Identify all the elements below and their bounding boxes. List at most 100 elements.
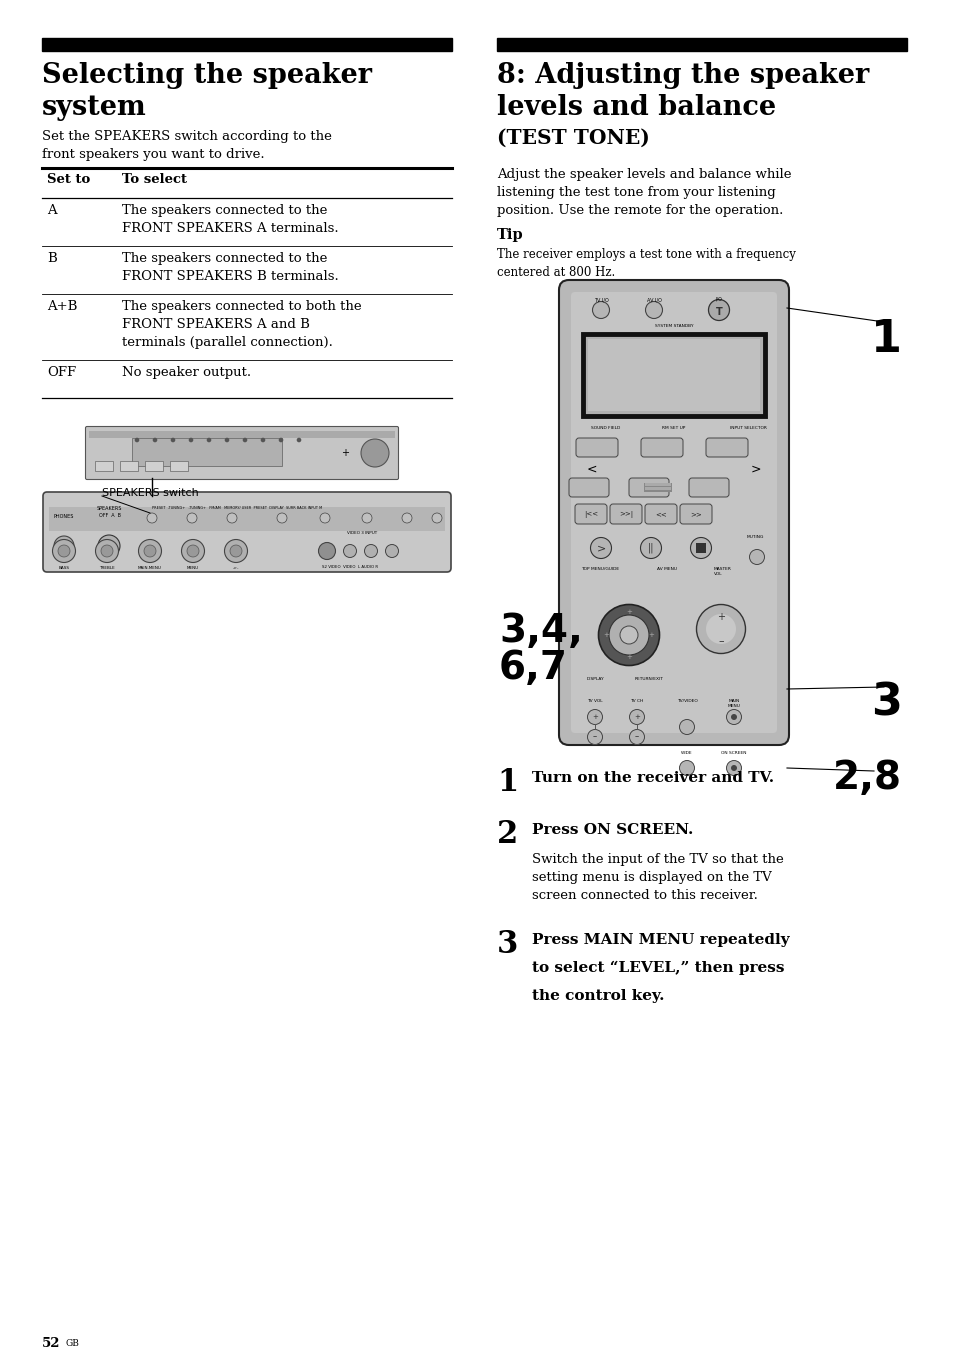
Circle shape [730, 714, 737, 721]
Bar [497, 38, 906, 51]
FancyBboxPatch shape [43, 492, 451, 572]
Text: the control key.: the control key. [532, 990, 664, 1003]
Text: S2 VIDEO  VIDEO  L AUDIO R: S2 VIDEO VIDEO L AUDIO R [322, 565, 377, 568]
Text: ->-: ->- [233, 565, 239, 569]
Circle shape [230, 545, 242, 557]
Text: T: T [715, 307, 721, 316]
Circle shape [279, 438, 282, 442]
Text: Turn on the receiver and TV.: Turn on the receiver and TV. [532, 771, 773, 786]
Text: >: > [750, 462, 760, 476]
Circle shape [590, 538, 611, 558]
Text: (TEST TONE): (TEST TONE) [497, 128, 649, 147]
Circle shape [224, 539, 247, 562]
Text: SYSTEM STANDBY: SYSTEM STANDBY [654, 324, 693, 329]
Text: AV MENU: AV MENU [657, 566, 677, 571]
Circle shape [135, 438, 138, 442]
Text: >>|: >>| [618, 511, 633, 518]
Text: <<: << [655, 511, 666, 516]
FancyBboxPatch shape [688, 479, 728, 498]
Circle shape [207, 438, 211, 442]
Text: GB: GB [66, 1338, 80, 1348]
Circle shape [104, 541, 113, 552]
Text: >: > [596, 544, 605, 553]
Circle shape [98, 535, 120, 557]
Text: listening the test tone from your listening: listening the test tone from your listen… [497, 187, 775, 199]
Bar [42, 38, 452, 51]
Circle shape [679, 760, 694, 776]
Text: No speaker output.: No speaker output. [122, 366, 251, 379]
Text: The speakers connected to the: The speakers connected to the [122, 204, 327, 218]
Text: <: < [586, 462, 597, 476]
Text: MAIN.MENU: MAIN.MENU [138, 565, 162, 569]
Text: To select: To select [122, 173, 187, 187]
Text: 1: 1 [870, 318, 901, 361]
Bar [696, 544, 705, 553]
Text: TV VOL: TV VOL [587, 699, 602, 703]
Circle shape [696, 604, 744, 653]
Text: TREBLE: TREBLE [99, 565, 114, 569]
Circle shape [385, 545, 398, 557]
Text: A: A [47, 204, 56, 218]
Circle shape [297, 438, 300, 442]
Text: RM SET UP: RM SET UP [661, 426, 685, 430]
Circle shape [52, 539, 75, 562]
Text: AV I/O: AV I/O [646, 297, 660, 303]
FancyBboxPatch shape [609, 504, 641, 525]
Text: ||: || [647, 542, 654, 553]
Circle shape [101, 545, 112, 557]
Text: TV I/O: TV I/O [593, 297, 608, 303]
Text: –: – [592, 733, 597, 741]
Text: TV/VIDEO: TV/VIDEO [676, 699, 697, 703]
Text: 3: 3 [870, 681, 901, 725]
Text: levels and balance: levels and balance [497, 95, 776, 120]
FancyBboxPatch shape [558, 280, 788, 745]
Text: –: – [718, 635, 723, 646]
Bar [120, 461, 138, 470]
Text: PHONES: PHONES [53, 514, 74, 519]
Text: MAIN
MENU: MAIN MENU [727, 699, 740, 707]
FancyBboxPatch shape [86, 426, 398, 480]
Bar [145, 461, 163, 470]
Circle shape [645, 301, 661, 319]
Text: A+B: A+B [47, 300, 77, 314]
Circle shape [276, 512, 287, 523]
Circle shape [318, 542, 335, 560]
Text: +: + [603, 631, 609, 638]
Text: Selecting the speaker: Selecting the speaker [42, 62, 372, 89]
Text: front speakers you want to drive.: front speakers you want to drive. [42, 147, 264, 161]
FancyBboxPatch shape [571, 292, 776, 733]
Bar [49, 507, 444, 531]
Text: +: + [648, 631, 654, 638]
Text: BASS: BASS [58, 565, 70, 569]
Text: >>: >> [689, 511, 701, 516]
Circle shape [598, 604, 659, 665]
Circle shape [225, 438, 229, 442]
Bar [132, 438, 282, 466]
Bar [582, 334, 764, 416]
Text: RETURN/EXIT: RETURN/EXIT [634, 677, 662, 681]
Circle shape [95, 539, 118, 562]
Circle shape [360, 439, 389, 466]
Circle shape [708, 300, 729, 320]
Circle shape [587, 710, 602, 725]
Text: 2: 2 [497, 819, 517, 850]
Circle shape [726, 710, 740, 725]
Text: FRONT SPEAKERS A and B: FRONT SPEAKERS A and B [122, 318, 310, 331]
Text: The speakers connected to both the: The speakers connected to both the [122, 300, 361, 314]
Circle shape [730, 765, 737, 771]
Text: 2,8: 2,8 [832, 758, 901, 796]
Bar [587, 339, 760, 411]
Bar [643, 483, 671, 492]
Circle shape [592, 301, 609, 319]
Text: MENU: MENU [187, 565, 199, 569]
Circle shape [690, 538, 711, 558]
Text: SPEAKERS switch: SPEAKERS switch [102, 488, 198, 498]
Text: +: + [717, 612, 724, 622]
Text: 8: Adjusting the speaker: 8: Adjusting the speaker [497, 62, 868, 89]
Text: Press ON SCREEN.: Press ON SCREEN. [532, 823, 693, 837]
Circle shape [144, 545, 156, 557]
Circle shape [401, 512, 412, 523]
Text: Adjust the speaker levels and balance while: Adjust the speaker levels and balance wh… [497, 168, 791, 181]
FancyBboxPatch shape [628, 479, 668, 498]
Text: MUTING: MUTING [746, 535, 763, 539]
